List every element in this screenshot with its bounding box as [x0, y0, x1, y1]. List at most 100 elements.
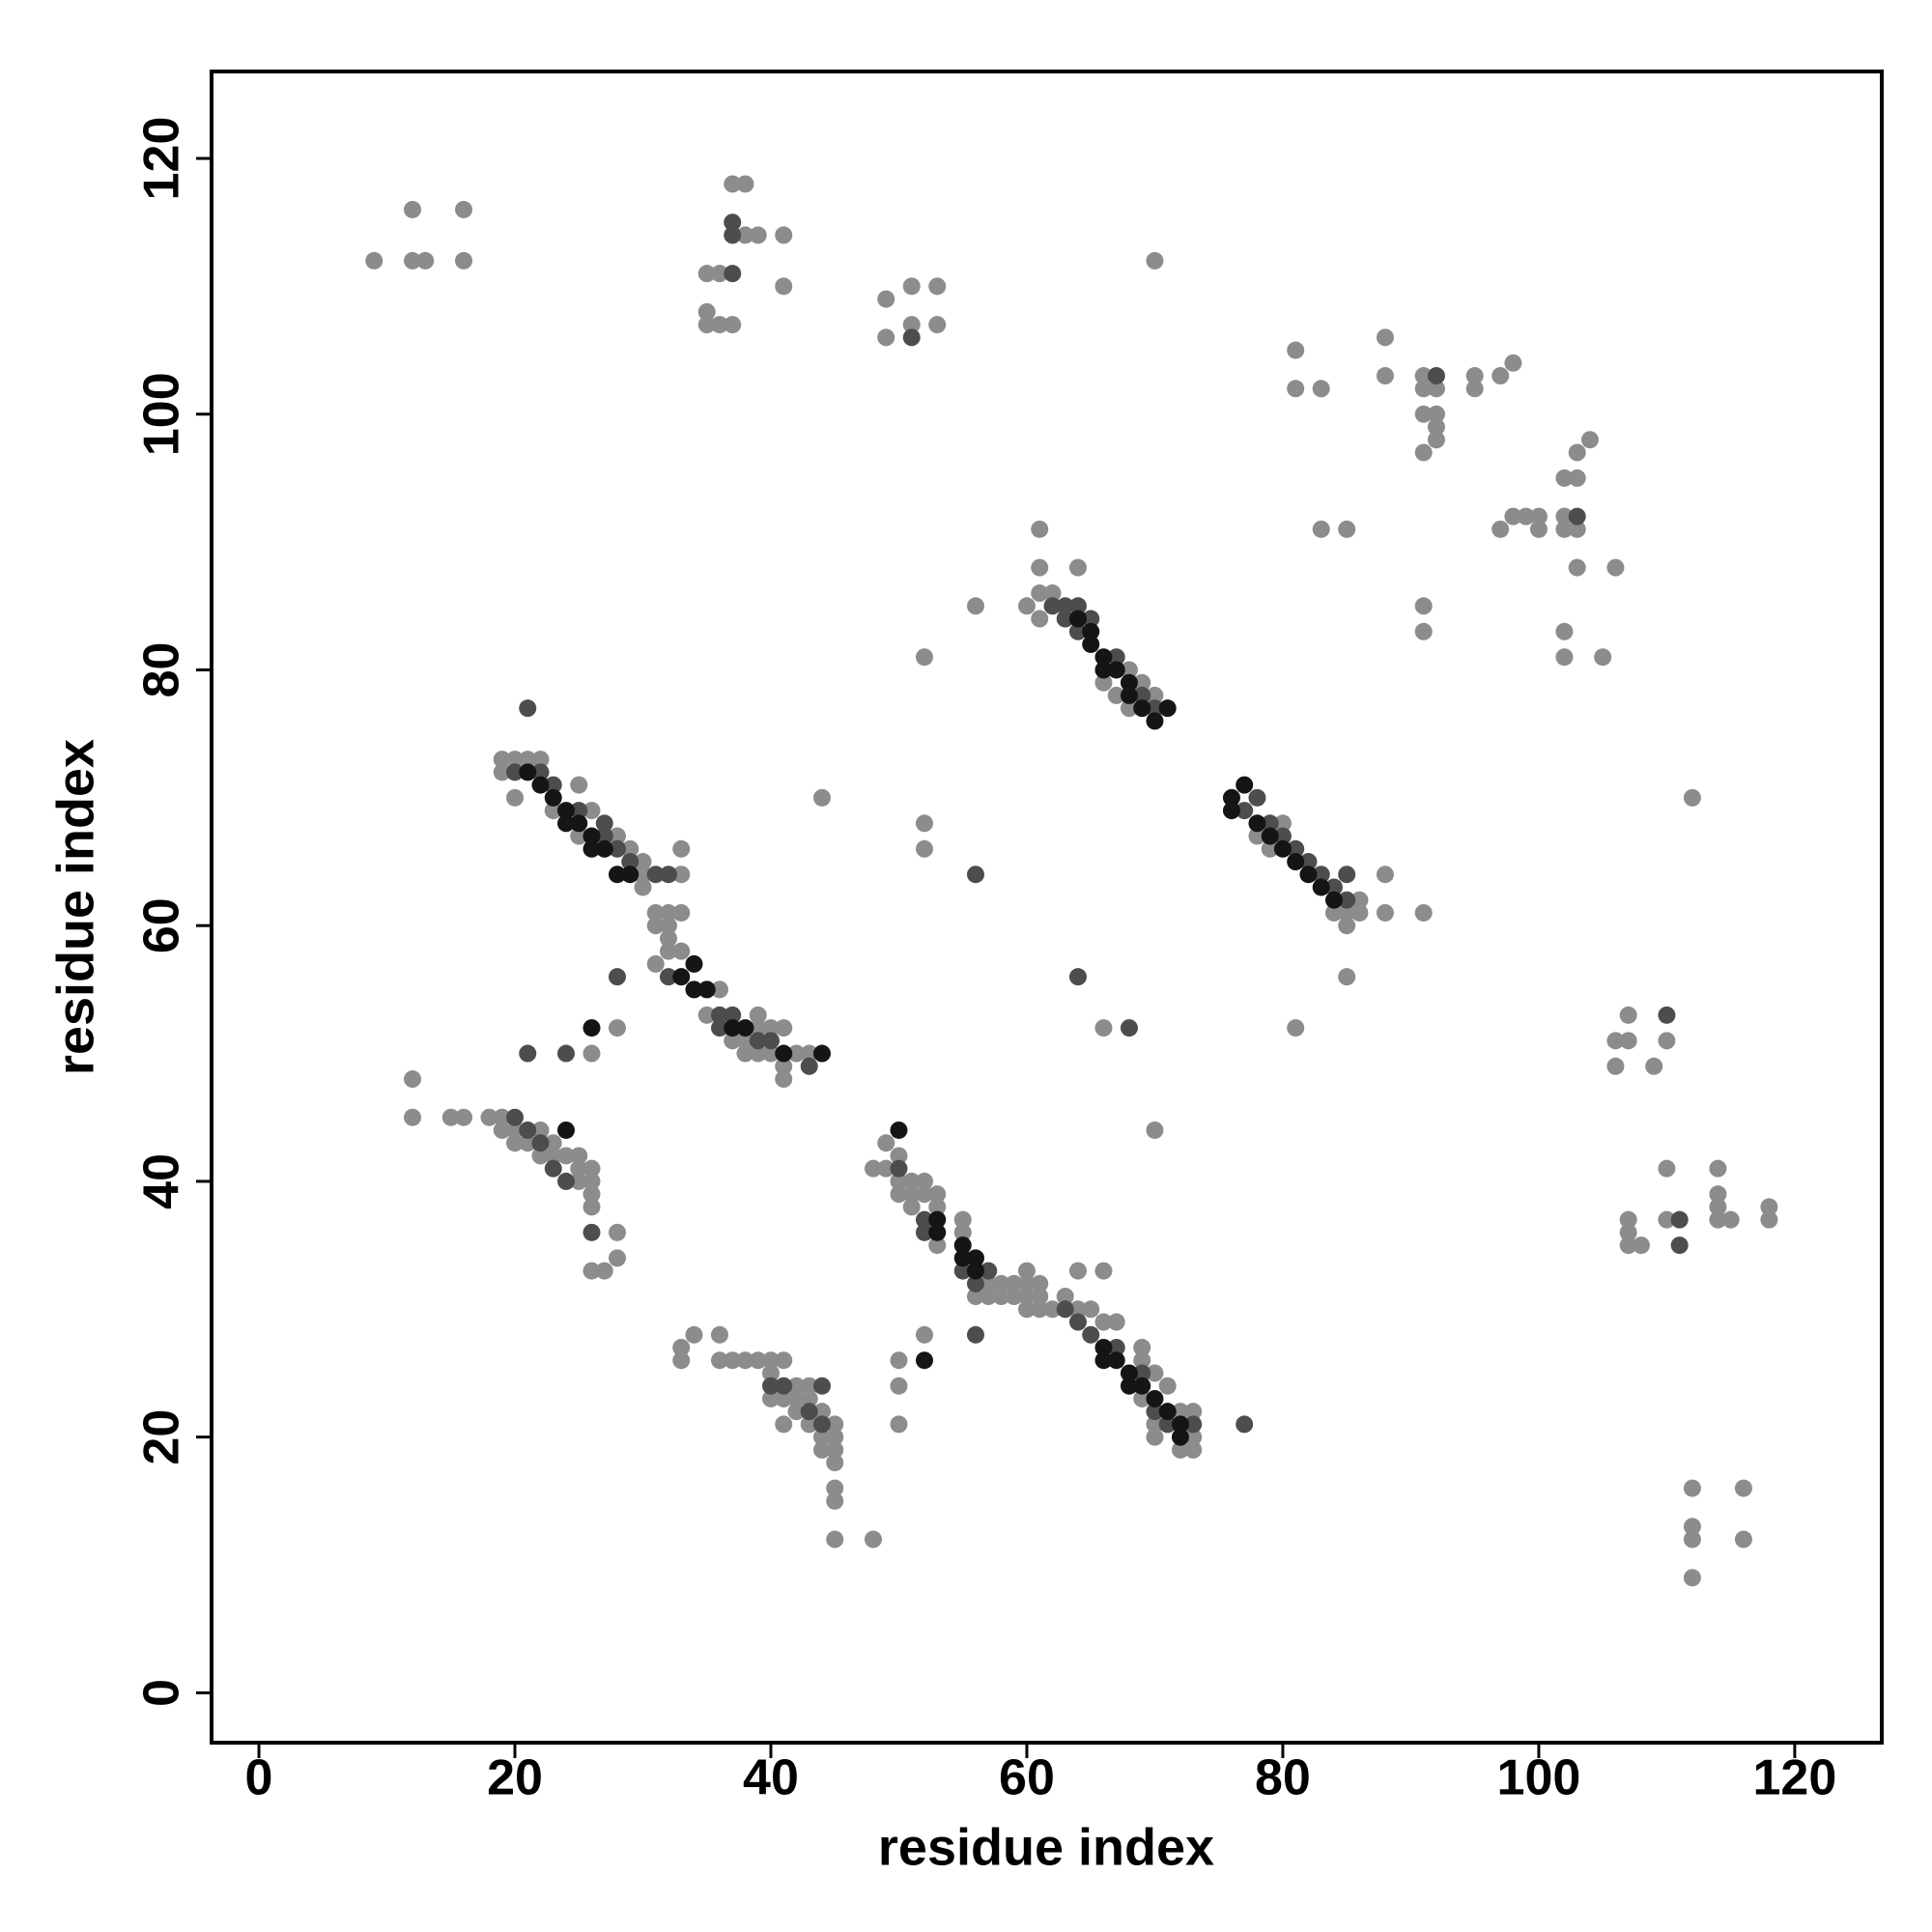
contact-point: [1043, 597, 1062, 615]
contact-point: [1492, 520, 1510, 538]
contact-point: [736, 1351, 754, 1370]
contact-point: [404, 200, 422, 218]
contact-point: [1133, 1389, 1151, 1407]
contact-point: [1580, 431, 1599, 449]
contact-point: [416, 251, 435, 270]
contact-point: [1068, 1300, 1087, 1319]
contact-point: [1120, 1377, 1138, 1395]
contact-point: [1427, 431, 1445, 449]
contact-point: [724, 226, 742, 244]
contact-point: [1082, 622, 1100, 640]
contact-point: [404, 1070, 422, 1089]
contact-point: [1709, 1210, 1727, 1229]
contact-point: [1068, 622, 1087, 640]
contact-point: [1005, 1274, 1023, 1293]
contact-point: [1376, 328, 1394, 347]
contact-point: [1031, 584, 1049, 603]
x-tick-label: 120: [1753, 1750, 1837, 1806]
contact-point: [1734, 1479, 1752, 1497]
contact-point: [1031, 1300, 1049, 1319]
contact-point: [1504, 354, 1522, 372]
contact-point: [749, 1019, 767, 1037]
contact-point: [1312, 866, 1330, 884]
contact-point: [1222, 802, 1240, 820]
contact-point: [953, 1236, 972, 1255]
contact-point: [1171, 1440, 1189, 1459]
contact-point: [775, 1057, 793, 1075]
contact-point: [1068, 1313, 1087, 1331]
contact-point: [1683, 1518, 1701, 1536]
contact-point: [556, 814, 575, 833]
contact-point: [1555, 520, 1574, 538]
contact-point: [826, 1492, 844, 1510]
contact-point: [826, 1530, 844, 1548]
contact-point: [1146, 1415, 1164, 1434]
contact-point: [531, 1121, 550, 1139]
contact-point: [749, 1032, 767, 1050]
contact-point: [1414, 597, 1433, 615]
contact-point: [902, 277, 921, 296]
contact-point: [1107, 686, 1125, 704]
x-tick-label: 60: [999, 1750, 1055, 1806]
contact-point: [749, 1351, 767, 1370]
contact-point: [710, 265, 728, 283]
contact-point: [1619, 1236, 1637, 1255]
contact-point: [1171, 1403, 1189, 1421]
contact-point: [826, 1440, 844, 1459]
contact-point: [1056, 1288, 1074, 1306]
contact-point: [877, 290, 895, 308]
contact-point: [570, 827, 588, 845]
contact-point: [1120, 661, 1138, 679]
contact-point: [724, 1006, 742, 1024]
contact-point: [761, 1377, 780, 1395]
contact-point: [761, 1019, 780, 1037]
contact-point: [404, 1108, 422, 1126]
contact-point: [1376, 903, 1394, 922]
contact-point: [966, 1262, 984, 1280]
contact-point: [915, 1223, 933, 1241]
contact-point: [826, 1415, 844, 1434]
contact-point: [749, 1006, 767, 1024]
contact-point: [570, 802, 588, 820]
contact-point: [775, 1377, 793, 1395]
contact-point: [826, 1479, 844, 1497]
contact-point: [685, 980, 703, 999]
contact-point: [1658, 1210, 1676, 1229]
contact-point: [877, 1159, 895, 1178]
contact-point: [1619, 1032, 1637, 1050]
contact-point: [1721, 1210, 1740, 1229]
contact-point: [915, 1210, 933, 1229]
contact-point: [531, 751, 550, 769]
y-tick-label: 100: [134, 372, 190, 456]
contact-point: [864, 1530, 882, 1548]
contact-point: [1709, 1198, 1727, 1216]
contact-point: [800, 1057, 818, 1075]
contact-point: [519, 1134, 537, 1152]
contact-point: [1287, 853, 1305, 871]
contact-point: [634, 853, 652, 871]
contact-point: [890, 1351, 908, 1370]
contact-point: [1312, 380, 1330, 398]
contact-point: [672, 1338, 691, 1356]
contact-point: [1529, 520, 1548, 538]
contact-point: [1120, 673, 1138, 692]
contact-point: [659, 903, 677, 922]
contact-point: [582, 1044, 601, 1063]
contact-point: [1133, 686, 1151, 704]
contact-point: [736, 1044, 754, 1063]
contact-point: [1133, 1377, 1151, 1395]
contact-point: [966, 1288, 984, 1306]
contact-point: [1555, 648, 1574, 667]
contact-point: [1427, 405, 1445, 423]
contact-point: [544, 788, 562, 807]
contact-point: [1133, 1364, 1151, 1382]
contact-point: [1683, 1569, 1701, 1587]
contact-point: [1606, 1032, 1625, 1050]
contact-point: [1017, 1300, 1036, 1319]
x-tick-label: 0: [245, 1750, 273, 1806]
contact-point: [519, 1044, 537, 1063]
contact-point: [1338, 917, 1356, 935]
contact-point: [1120, 686, 1138, 704]
contact-point: [966, 866, 984, 884]
